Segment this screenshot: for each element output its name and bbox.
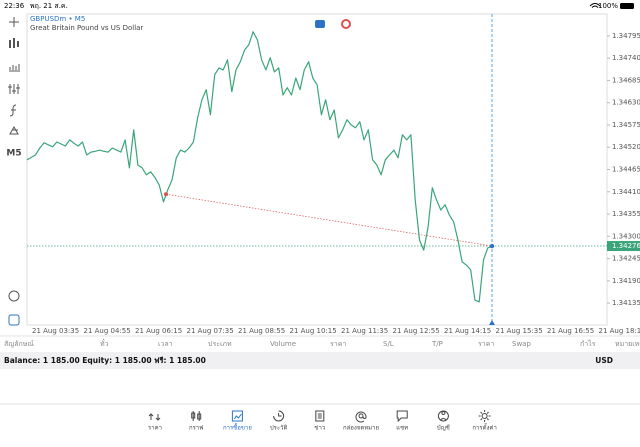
tab[interactable]: การซื้อขาย xyxy=(223,410,252,432)
tab-label: บัญชี xyxy=(437,424,450,432)
x-tick-label: 21 Aug 15:35 xyxy=(496,327,543,335)
status-time: 22:36 xyxy=(4,2,25,10)
entry-line xyxy=(165,193,493,247)
column-header[interactable]: T/P xyxy=(431,340,443,348)
tab[interactable]: แชท xyxy=(396,410,408,432)
status-date: พฤ. 21 ส.ค. xyxy=(30,2,68,10)
price-line xyxy=(26,31,493,303)
tab[interactable]: กล่องจดหมาย xyxy=(343,411,379,432)
tab-label: ราคา xyxy=(148,425,162,432)
volume-tool[interactable] xyxy=(9,64,20,72)
column-header[interactable]: ราคา xyxy=(478,340,494,348)
y-tick-label: 1.34135 xyxy=(612,299,640,307)
tab[interactable]: กราฟ xyxy=(189,411,203,432)
x-tick-label: 21 Aug 04:55 xyxy=(84,327,131,335)
tab-icon xyxy=(148,413,161,421)
last-marker xyxy=(489,243,495,249)
wifi-icon xyxy=(589,3,601,8)
tab-label: การซื้อขาย xyxy=(223,422,252,432)
sell-button[interactable] xyxy=(341,19,351,29)
x-tick-label: 21 Aug 03:35 xyxy=(32,327,79,335)
tab-label: กล่องจดหมาย xyxy=(343,425,379,432)
last-price-label: 1.34276 xyxy=(612,242,640,250)
x-tick-label: 21 Aug 14:15 xyxy=(444,327,491,335)
tab-label: กราฟ xyxy=(189,425,203,432)
y-tick-label: 1.34685 xyxy=(612,76,640,84)
x-tick-label: 21 Aug 18:15 xyxy=(599,327,640,335)
y-tick-label: 1.34795 xyxy=(612,32,640,40)
left-toolbar[interactable] xyxy=(8,17,20,326)
x-tick-label: 21 Aug 16:55 xyxy=(547,327,594,335)
chart-type-tool[interactable] xyxy=(9,38,19,48)
tab-label: ประวัติ xyxy=(270,425,288,432)
objects-tool[interactable] xyxy=(9,125,19,135)
tab[interactable]: ประวัติ xyxy=(270,410,288,432)
chart-symbol: GBPUSDm • M5 xyxy=(30,15,85,23)
column-header[interactable]: ราคา xyxy=(330,340,346,348)
column-header[interactable]: Volume xyxy=(270,340,296,348)
tab[interactable]: ราคา xyxy=(148,413,162,432)
tab-icon xyxy=(355,411,367,423)
function-tool[interactable] xyxy=(9,104,17,117)
account-currency: USD xyxy=(595,356,613,365)
x-tick-label: 21 Aug 10:15 xyxy=(290,327,337,335)
tab-icon xyxy=(437,410,449,422)
column-header[interactable]: ทั๋ว xyxy=(100,339,109,348)
time-cursor-marker xyxy=(489,320,495,325)
column-header[interactable]: หมายเหตุ xyxy=(615,340,640,348)
column-header[interactable]: Swap xyxy=(512,340,531,348)
timeframe[interactable]: M5 xyxy=(6,149,21,159)
entry-marker xyxy=(164,192,168,197)
tab[interactable]: ข่าว xyxy=(314,410,325,432)
column-header[interactable]: S/L xyxy=(383,340,394,348)
tab-label: แชท xyxy=(396,425,408,432)
column-header[interactable]: ประเภท xyxy=(208,340,232,348)
y-tick-label: 1.34300 xyxy=(612,232,640,240)
tab-icon xyxy=(191,411,202,421)
x-tick-label: 21 Aug 12:55 xyxy=(393,327,440,335)
y-tick-label: 1.34190 xyxy=(612,277,640,285)
y-tick-label: 1.34465 xyxy=(612,166,640,174)
crosshair-tool[interactable] xyxy=(9,17,19,27)
column-header[interactable]: เวลา xyxy=(158,340,173,348)
zoom-tool[interactable] xyxy=(8,290,20,302)
last-price-box xyxy=(607,241,640,252)
x-tick-label: 21 Aug 06:15 xyxy=(135,327,182,335)
tab-icon xyxy=(396,410,408,423)
status-battery: 100% xyxy=(598,2,618,10)
chart-description: Great Britain Pound vs US Dollar xyxy=(30,24,143,32)
tab-icon xyxy=(315,410,325,422)
trade-tool[interactable] xyxy=(8,314,20,326)
tab-icon xyxy=(273,410,285,422)
battery-icon xyxy=(620,3,634,9)
y-tick-label: 1.34740 xyxy=(612,54,640,62)
y-tick-label: 1.34410 xyxy=(612,188,640,196)
tab-icon xyxy=(231,410,243,422)
tab-icon xyxy=(478,410,491,422)
y-tick-label: 1.34245 xyxy=(612,255,640,263)
column-header[interactable]: กำไร xyxy=(580,339,596,348)
tab[interactable]: การตั้งค่า xyxy=(472,410,497,432)
indicators-tool[interactable] xyxy=(8,84,20,94)
y-tick-label: 1.34575 xyxy=(612,121,640,129)
x-tick-label: 21 Aug 11:35 xyxy=(341,327,388,335)
y-tick-label: 1.34520 xyxy=(612,143,640,151)
buy-button[interactable] xyxy=(315,20,325,28)
x-tick-label: 21 Aug 08:55 xyxy=(238,327,285,335)
y-tick-label: 1.34630 xyxy=(612,99,640,107)
x-tick-label: 21 Aug 07:35 xyxy=(187,327,234,335)
tab-label: ข่าว xyxy=(314,425,325,432)
tab[interactable]: บัญชี xyxy=(437,410,450,432)
account-summary: Balance: 1 185.00 Equity: 1 185.00 ฟรี: … xyxy=(4,356,206,365)
account-row xyxy=(0,352,640,369)
tab-label: การตั้งค่า xyxy=(472,422,496,432)
column-header[interactable]: สัญลักษณ์ xyxy=(4,340,34,348)
y-tick-label: 1.34355 xyxy=(612,210,640,218)
